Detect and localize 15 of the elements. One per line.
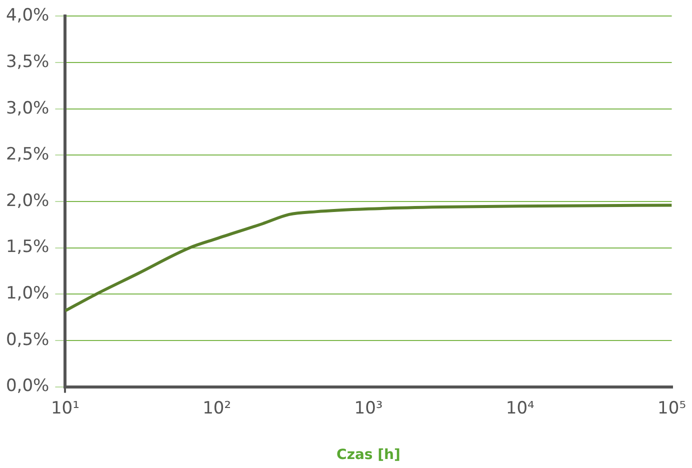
y-tick-label: 3,5% xyxy=(6,52,50,72)
y-tick-label: 1,5% xyxy=(6,237,50,258)
x-tick-label: 10⁵ xyxy=(658,398,686,418)
y-tick-label: 0,0% xyxy=(6,376,50,396)
y-tick-label: 2,5% xyxy=(6,144,50,165)
y-tick-label: 1,0% xyxy=(6,284,50,304)
x-tick-label: 10³ xyxy=(354,398,383,418)
x-tick-label: 10⁴ xyxy=(506,398,535,418)
x-tick-label: 10² xyxy=(202,398,232,418)
y-tick-label: 3,0% xyxy=(6,98,50,118)
y-tick-label: 2,0% xyxy=(6,190,50,211)
x-tick-label: 10¹ xyxy=(50,398,80,418)
y-tick-label: 4,0% xyxy=(6,6,50,26)
x-axis-title: Czas [h] xyxy=(336,447,400,464)
y-tick-label: 0,5% xyxy=(6,330,50,350)
